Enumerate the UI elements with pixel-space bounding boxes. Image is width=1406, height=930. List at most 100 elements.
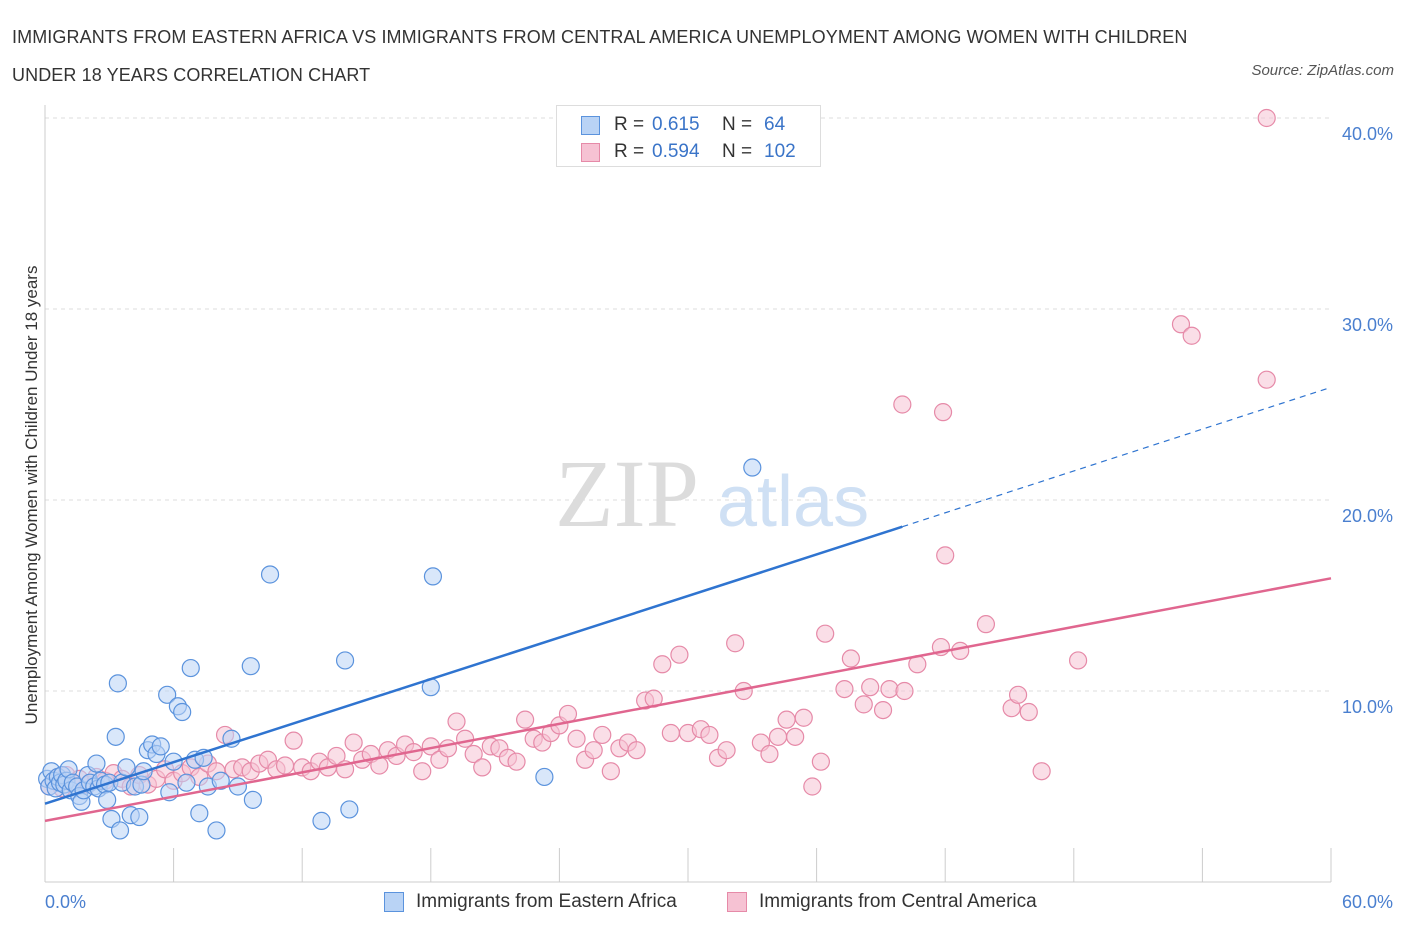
chart-title: IMMIGRANTS FROM EASTERN AFRICA VS IMMIGR… bbox=[12, 27, 1188, 85]
data-point bbox=[455, 729, 475, 748]
data-point bbox=[1182, 326, 1201, 345]
data-point bbox=[507, 752, 526, 771]
data-point bbox=[936, 546, 955, 565]
y-tick-label: 10.0% bbox=[1342, 697, 1393, 717]
data-point bbox=[181, 658, 200, 678]
data-point bbox=[473, 758, 492, 777]
series-central-america bbox=[40, 108, 1276, 798]
data-point bbox=[535, 767, 554, 787]
data-point bbox=[243, 790, 263, 809]
data-point bbox=[835, 679, 854, 699]
data-point bbox=[108, 674, 127, 693]
data-point bbox=[794, 708, 813, 727]
x-tick-label-max: 60.0% bbox=[1342, 892, 1393, 912]
data-point bbox=[423, 567, 443, 586]
data-point bbox=[854, 695, 873, 714]
bottom-legend-central-america: Immigrants from Central America bbox=[727, 888, 1037, 916]
data-point bbox=[593, 725, 612, 745]
data-point bbox=[130, 807, 149, 827]
trendline-eastern-africa-extension bbox=[902, 386, 1332, 528]
data-point bbox=[841, 649, 860, 668]
data-point bbox=[893, 395, 912, 414]
legend-row-central-america: R = 0.594 N = 102 bbox=[581, 139, 796, 165]
legend-n-label: N = bbox=[722, 141, 753, 162]
data-point bbox=[1171, 315, 1191, 334]
data-point bbox=[110, 821, 130, 840]
legend-r-value: 0.594 bbox=[652, 141, 700, 162]
data-point bbox=[335, 651, 355, 670]
data-point bbox=[241, 657, 260, 676]
data-point bbox=[344, 733, 363, 752]
legend-row-eastern-africa: R = 0.615 N = 64 bbox=[581, 112, 785, 138]
data-point bbox=[1019, 702, 1038, 722]
data-point bbox=[516, 710, 535, 729]
legend-n-value: 102 bbox=[764, 141, 796, 162]
legend-r-label: R = bbox=[614, 114, 645, 135]
legend-r-value: 0.615 bbox=[652, 114, 700, 135]
data-point bbox=[700, 725, 719, 745]
trendline-eastern-africa bbox=[44, 525, 903, 805]
y-tick-label: 30.0% bbox=[1342, 315, 1393, 335]
data-point bbox=[151, 737, 170, 756]
source-label: Source: ZipAtlas.com bbox=[1251, 62, 1394, 79]
data-point bbox=[173, 702, 192, 722]
data-point bbox=[447, 712, 466, 731]
legend-swatch-blue bbox=[581, 115, 600, 135]
data-point bbox=[98, 790, 117, 809]
data-point bbox=[976, 615, 996, 634]
data-point bbox=[177, 773, 196, 792]
data-point bbox=[584, 741, 603, 760]
data-point bbox=[768, 727, 788, 746]
bottom-legend-label: Immigrants from Eastern Africa bbox=[416, 891, 677, 912]
bottom-legend-swatch-pink bbox=[727, 892, 747, 912]
data-point bbox=[777, 710, 796, 729]
data-point bbox=[743, 458, 762, 477]
data-point bbox=[464, 744, 483, 764]
data-point bbox=[87, 754, 106, 773]
data-point bbox=[567, 729, 586, 748]
data-point bbox=[811, 752, 830, 771]
data-point bbox=[211, 771, 230, 790]
data-point bbox=[661, 723, 680, 743]
bottom-legend-swatch-blue bbox=[384, 892, 404, 912]
legend-r-label: R = bbox=[614, 141, 645, 162]
x-tick-label-min: 0.0% bbox=[45, 892, 86, 912]
y-tick-label: 40.0% bbox=[1342, 124, 1393, 144]
data-point bbox=[1032, 762, 1051, 781]
data-point bbox=[873, 700, 893, 720]
data-point bbox=[117, 758, 136, 777]
data-point bbox=[717, 741, 736, 760]
data-point bbox=[190, 804, 209, 823]
data-point bbox=[786, 727, 805, 746]
data-point bbox=[106, 727, 125, 746]
data-point bbox=[340, 800, 359, 819]
axes bbox=[44, 105, 1332, 883]
data-point bbox=[207, 821, 226, 840]
data-point bbox=[601, 762, 620, 781]
data-point bbox=[438, 739, 458, 758]
data-point bbox=[1257, 108, 1276, 128]
trend-lines bbox=[44, 386, 1332, 823]
legend-n-label: N = bbox=[722, 114, 753, 135]
bottom-legend-eastern-africa: Immigrants from Eastern Africa bbox=[384, 888, 677, 916]
watermark-zip: ZIP bbox=[555, 440, 699, 547]
data-point bbox=[803, 777, 822, 796]
data-point bbox=[1008, 685, 1028, 704]
watermark-atlas: atlas bbox=[717, 462, 869, 542]
bottom-legend-label: Immigrants from Central America bbox=[759, 891, 1037, 912]
data-point bbox=[413, 762, 432, 781]
tick-labels: 10.0% 20.0% 30.0% 40.0% 0.0% 60.0% bbox=[45, 124, 1393, 912]
y-tick-label: 20.0% bbox=[1342, 506, 1393, 526]
data-point bbox=[816, 624, 835, 643]
data-point bbox=[284, 731, 303, 750]
data-point bbox=[895, 681, 914, 701]
legend-swatch-pink bbox=[581, 142, 600, 162]
data-point bbox=[327, 746, 346, 766]
y-axis-title: Unemployment Among Women with Children U… bbox=[22, 266, 41, 725]
legend-n-value: 64 bbox=[764, 114, 786, 135]
data-point bbox=[653, 655, 672, 674]
correlation-legend: R = 0.615 N = 64 R = 0.594 N = 102 bbox=[556, 105, 821, 167]
trendline-central-america bbox=[44, 577, 1332, 823]
data-point bbox=[670, 645, 689, 664]
